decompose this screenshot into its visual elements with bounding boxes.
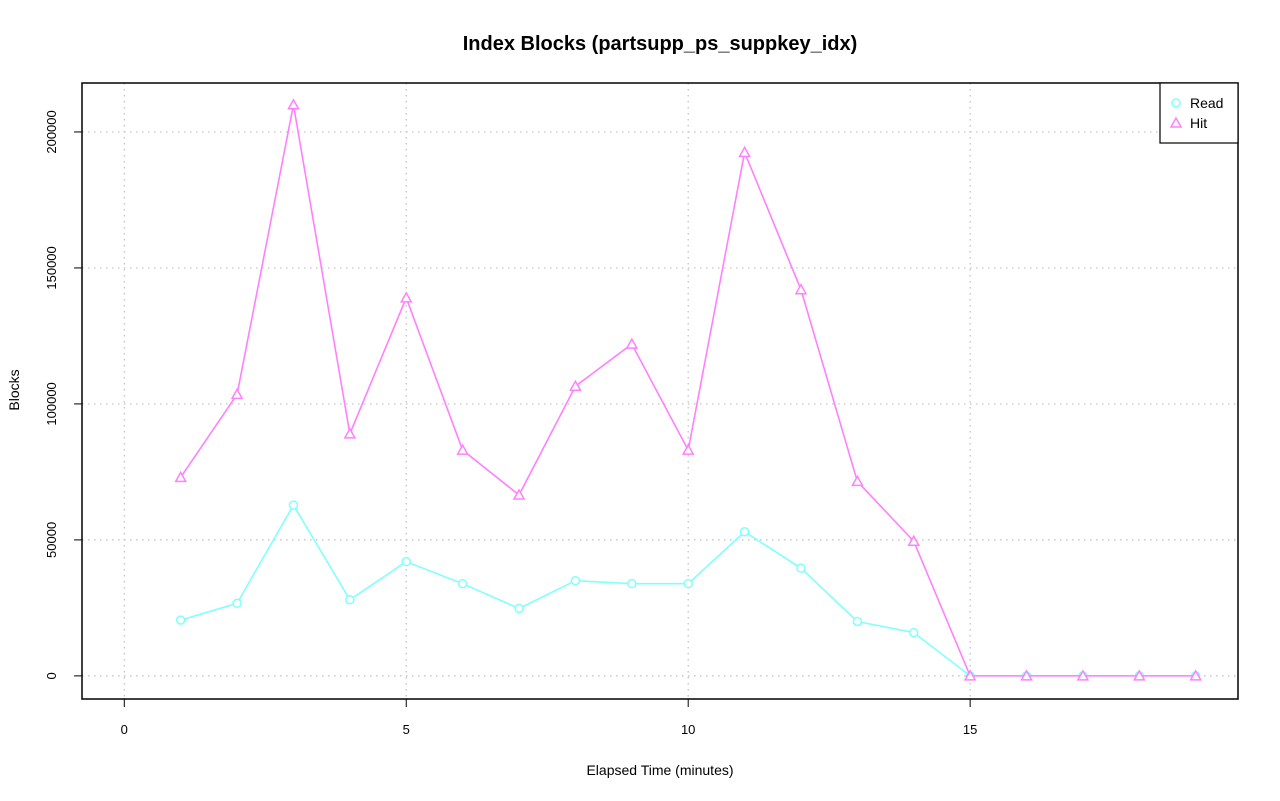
data-point-hit — [625, 337, 639, 349]
y-tick-label: 0 — [44, 672, 59, 679]
data-point-read — [570, 575, 581, 586]
x-axis-label: Elapsed Time (minutes) — [586, 762, 733, 778]
data-point-hit — [681, 443, 695, 455]
data-point-hit — [794, 283, 808, 295]
data-point-read — [796, 563, 806, 573]
data-point-read — [683, 578, 693, 589]
data-point-hit — [343, 427, 357, 439]
plot-frame — [81, 82, 1239, 700]
data-point-read — [627, 578, 637, 589]
legend-marker-hit — [1169, 116, 1183, 128]
data-point-hit — [738, 145, 751, 158]
data-point-read — [457, 578, 468, 589]
data-point-hit — [963, 669, 977, 681]
data-point-hit — [569, 379, 582, 391]
series-layer — [174, 98, 1202, 681]
legend-marker-read — [1171, 98, 1181, 108]
series-line-read — [180, 503, 1196, 677]
data-point-read — [909, 627, 919, 638]
data-point-hit — [512, 488, 526, 500]
y-tick-label: 150000 — [44, 246, 59, 289]
data-point-hit — [907, 534, 921, 547]
series-hit — [174, 98, 1202, 681]
data-point-read — [345, 594, 355, 605]
legend-label-hit: Hit — [1190, 115, 1207, 131]
chart-title: Index Blocks (partsupp_ps_suppkey_idx) — [463, 33, 858, 55]
data-point-read — [232, 598, 242, 609]
data-point-hit — [1189, 669, 1202, 681]
data-point-hit — [230, 387, 244, 400]
x-tick-label: 15 — [963, 722, 977, 737]
data-point-hit — [1076, 669, 1090, 681]
data-point-hit — [851, 474, 864, 487]
data-point-read — [288, 500, 299, 510]
x-tick-label: 5 — [403, 722, 410, 737]
data-point-read — [739, 526, 750, 537]
data-point-hit — [456, 443, 469, 455]
data-point-hit — [287, 98, 300, 110]
grid — [82, 83, 1238, 699]
data-point-read — [852, 616, 863, 627]
x-tick-label: 0 — [121, 722, 128, 737]
legend-label-read: Read — [1190, 95, 1223, 111]
legend-box — [1159, 82, 1239, 144]
x-tick-label: 10 — [681, 722, 695, 737]
data-point-hit — [399, 291, 413, 303]
axes: 0 5 10 15 0 50000 100000 150000 200000 — [44, 110, 977, 737]
data-point-read — [514, 603, 524, 614]
y-tick-label: 50000 — [44, 522, 59, 558]
data-point-hit — [174, 470, 187, 483]
legend: Read Hit — [1159, 82, 1239, 144]
data-point-hit — [1133, 669, 1146, 681]
data-point-read — [175, 615, 186, 625]
data-point-hit — [1020, 669, 1033, 681]
y-tick-label: 200000 — [44, 110, 59, 153]
y-tick-label: 100000 — [44, 382, 59, 425]
data-point-read — [401, 556, 411, 567]
y-axis-label: Blocks — [6, 369, 22, 410]
